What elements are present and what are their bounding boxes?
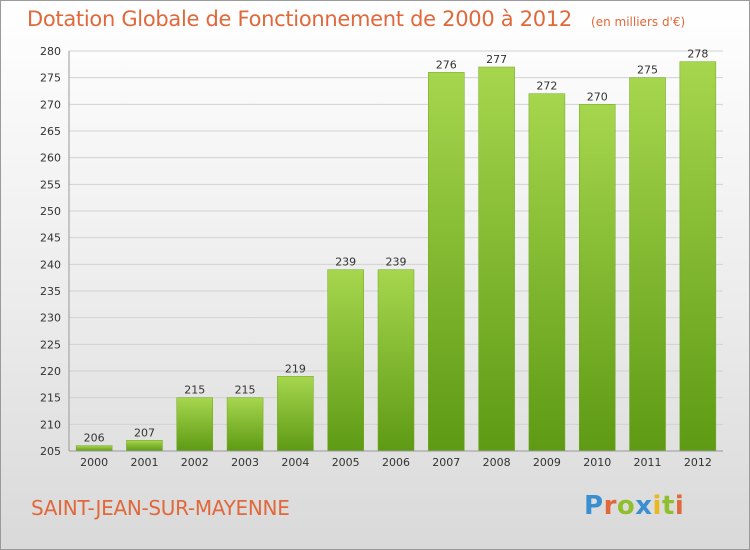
y-tick-label: 280 bbox=[40, 45, 61, 58]
bar bbox=[226, 397, 264, 452]
bar bbox=[126, 440, 163, 452]
bars-layer bbox=[75, 61, 717, 452]
x-tick-label: 2005 bbox=[332, 456, 360, 469]
bar bbox=[277, 376, 314, 452]
x-tick-label: 2003 bbox=[231, 456, 259, 469]
brand-logo-letter: r bbox=[603, 491, 617, 521]
bar-value-label: 270 bbox=[587, 90, 608, 103]
bar bbox=[176, 397, 214, 452]
brand-logo-letter: i bbox=[674, 491, 685, 521]
bar bbox=[629, 77, 666, 452]
brand-logo-letter: P bbox=[584, 491, 604, 521]
chart-title: Dotation Globale de Fonctionnement de 20… bbox=[27, 7, 572, 31]
y-tick-label: 210 bbox=[40, 418, 61, 431]
x-tick-label: 2002 bbox=[181, 456, 209, 469]
x-tick-label: 2012 bbox=[684, 456, 712, 469]
bar-value-label: 215 bbox=[184, 384, 205, 397]
bar-value-label: 206 bbox=[84, 432, 105, 445]
y-tick-label: 275 bbox=[40, 72, 61, 85]
y-tick-label: 220 bbox=[40, 365, 61, 378]
y-tick-label: 245 bbox=[40, 232, 61, 245]
bar bbox=[528, 93, 566, 452]
brand-logo-letter: t bbox=[661, 491, 675, 521]
bar-value-label: 239 bbox=[335, 256, 356, 269]
bar bbox=[377, 269, 415, 452]
title-row: Dotation Globale de Fonctionnement de 20… bbox=[27, 7, 685, 31]
y-tick-label: 250 bbox=[40, 205, 61, 218]
x-tick-label: 2008 bbox=[483, 456, 511, 469]
y-tick-label: 270 bbox=[40, 98, 61, 111]
bar bbox=[679, 61, 717, 452]
bar-value-label: 277 bbox=[486, 53, 507, 66]
brand-logo: Proxiti bbox=[584, 491, 684, 521]
bar-value-label: 215 bbox=[235, 384, 256, 397]
axis-layer: 205 210 215 220 225 230 235 240 245 250 255 260 265 2… bbox=[40, 45, 723, 469]
y-tick-label: 215 bbox=[40, 392, 61, 405]
bar bbox=[75, 445, 113, 452]
commune-name: SAINT-JEAN-SUR-MAYENNE bbox=[31, 496, 290, 520]
bar bbox=[578, 104, 616, 452]
x-tick-label: 2010 bbox=[583, 456, 611, 469]
y-tick-label: 225 bbox=[40, 338, 61, 351]
y-tick-label: 205 bbox=[40, 445, 61, 458]
y-tick-label: 260 bbox=[40, 152, 61, 165]
bar-value-label: 278 bbox=[687, 48, 708, 61]
x-tick-label: 2004 bbox=[281, 456, 309, 469]
bar bbox=[428, 72, 465, 452]
chart-unit: (en milliers d'€) bbox=[591, 15, 686, 29]
y-tick-label: 265 bbox=[40, 125, 61, 138]
x-tick-label: 2000 bbox=[80, 456, 108, 469]
brand-logo-letter: x bbox=[635, 491, 653, 521]
bar-value-label: 275 bbox=[637, 64, 658, 77]
bar bbox=[478, 66, 515, 452]
y-tick-label: 255 bbox=[40, 178, 61, 191]
x-tick-label: 2009 bbox=[533, 456, 561, 469]
x-tick-label: 2007 bbox=[432, 456, 460, 469]
y-tick-label: 240 bbox=[40, 258, 61, 271]
bar bbox=[327, 269, 364, 452]
bar-value-label: 272 bbox=[536, 80, 557, 93]
brand-logo-letter: o bbox=[616, 491, 636, 521]
labels-layer: 206 207 215 215 219 239 239 276 277 272 270 275 278 bbox=[84, 48, 709, 445]
y-tick-label: 230 bbox=[40, 312, 61, 325]
bar-value-label: 239 bbox=[386, 256, 407, 269]
x-tick-label: 2011 bbox=[634, 456, 662, 469]
x-tick-label: 2006 bbox=[382, 456, 410, 469]
x-tick-label: 2001 bbox=[130, 456, 158, 469]
bar-value-label: 219 bbox=[285, 362, 306, 375]
bar-value-label: 207 bbox=[134, 426, 155, 439]
brand-logo-letter: i bbox=[652, 491, 662, 521]
y-tick-label: 235 bbox=[40, 285, 61, 298]
bar-value-label: 276 bbox=[436, 58, 457, 71]
